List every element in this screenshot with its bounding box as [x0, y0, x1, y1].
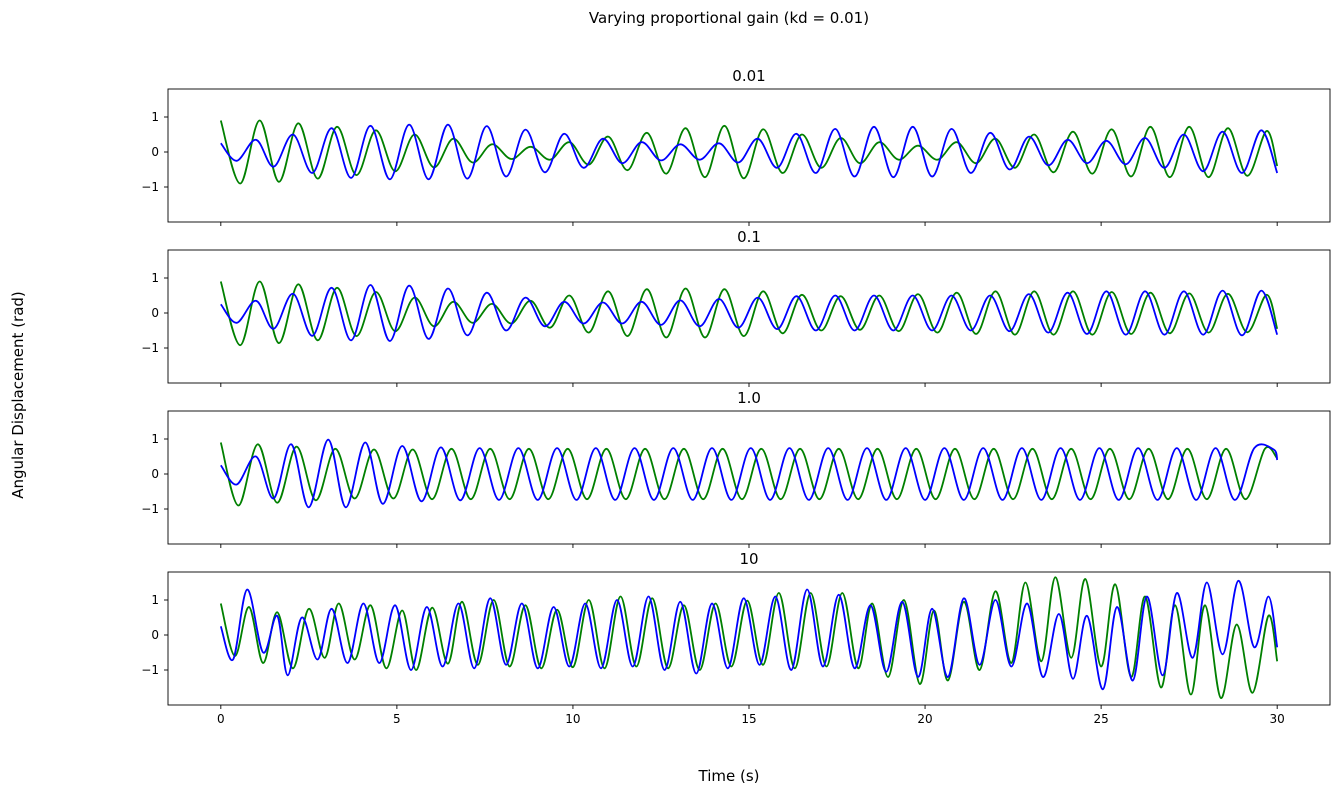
y-tick-label: 0: [151, 628, 159, 642]
series-line-green: [219, 576, 1279, 699]
y-tick-label: 0: [151, 467, 159, 481]
panel-2: 1.0 1 0 −1: [141, 389, 1331, 548]
series-line-blue: [220, 438, 1279, 509]
y-tick-label: 0: [151, 306, 159, 320]
figure-suptitle: Varying proportional gain (kd = 0.01): [589, 9, 869, 27]
x-tick-label: 5: [393, 712, 401, 726]
y-tick-label: −1: [141, 180, 159, 194]
series-line-blue: [219, 579, 1279, 691]
y-tick-label: 1: [151, 593, 159, 607]
panel-1: 0.1 1 0 −1: [141, 228, 1331, 387]
y-tick-label: −1: [141, 341, 159, 355]
x-tick-label: 25: [1093, 712, 1108, 726]
y-tick-label: 1: [151, 271, 159, 285]
y-axis-label: Angular Displacement (rad): [9, 291, 27, 499]
x-tick-label: 15: [741, 712, 756, 726]
panel-0: 0.01 1 0 −1: [141, 67, 1331, 226]
y-tick-label: −1: [141, 663, 159, 677]
y-tick-label: 1: [151, 110, 159, 124]
x-tick-label: 10: [565, 712, 580, 726]
panel-title: 10: [739, 550, 758, 568]
series-line-green: [219, 119, 1279, 185]
panel-title: 0.01: [732, 67, 765, 85]
series-line-blue: [220, 284, 1279, 342]
x-tick-label: 30: [1270, 712, 1285, 726]
x-tick-label: 0: [217, 712, 225, 726]
series-line-blue: [220, 123, 1279, 181]
y-tick-label: 1: [151, 432, 159, 446]
panel-title: 1.0: [737, 389, 761, 407]
series-line-green: [219, 442, 1278, 507]
panel-title: 0.1: [737, 228, 761, 246]
x-tick-label: 20: [917, 712, 932, 726]
series-line-green: [219, 280, 1279, 347]
y-tick-label: −1: [141, 502, 159, 516]
y-tick-label: 0: [151, 145, 159, 159]
x-axis-label: Time (s): [698, 767, 760, 785]
